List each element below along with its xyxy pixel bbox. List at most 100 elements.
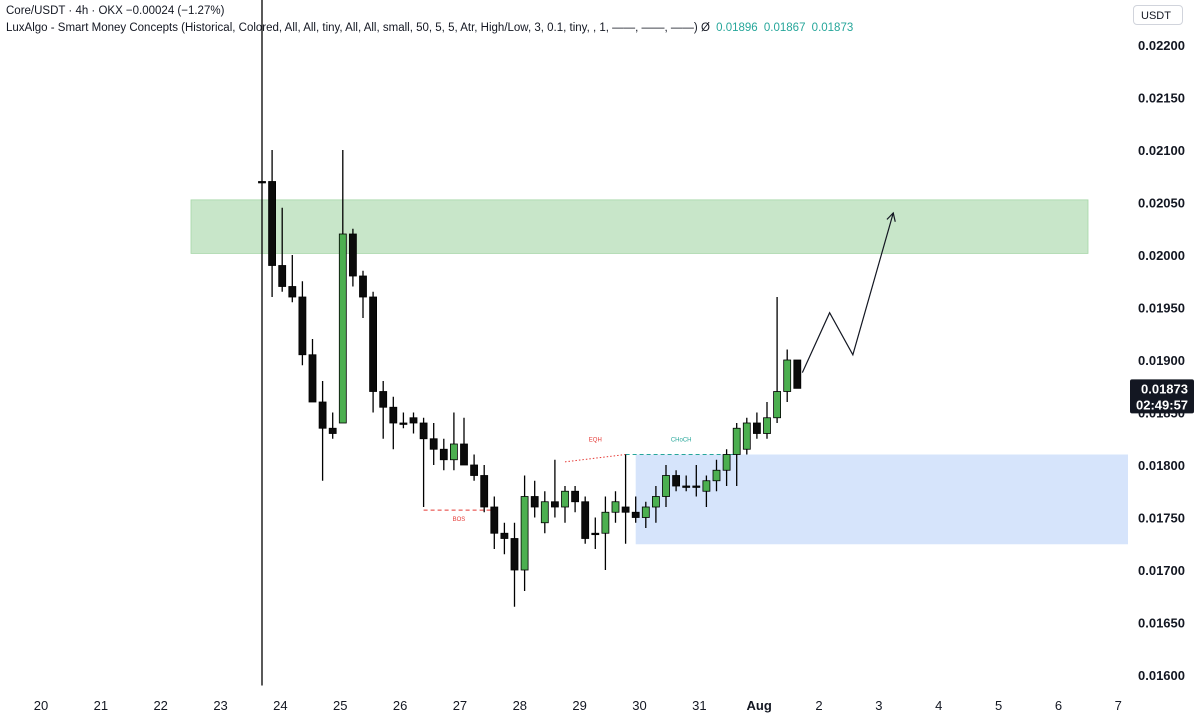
- price-tick-label: 0.01700: [1138, 563, 1185, 578]
- zones-layer: [190, 199, 1128, 545]
- time-tick-label: 26: [393, 698, 407, 713]
- candle-body-up: [601, 511, 610, 534]
- candle-body-up: [773, 391, 781, 419]
- candle: [530, 480, 539, 518]
- time-tick-label: 30: [632, 698, 646, 713]
- time-tick-label: 21: [94, 698, 108, 713]
- price-tick-label: 0.02150: [1138, 91, 1185, 106]
- candle-body-down: [470, 464, 479, 476]
- bar-countdown: 02:49:57: [1136, 397, 1188, 412]
- candle: [328, 412, 337, 439]
- candle: [389, 396, 398, 450]
- price-tick-label: 0.01950: [1138, 301, 1185, 316]
- time-tick-label: 7: [1115, 698, 1122, 713]
- price-tick-label: 0.02000: [1138, 248, 1185, 263]
- candle: [338, 150, 347, 424]
- candle: [540, 491, 549, 534]
- candle: [520, 475, 529, 591]
- candle-body-down: [480, 475, 489, 508]
- time-tick-label: Aug: [747, 698, 772, 713]
- candle: [621, 454, 630, 544]
- candle: [753, 412, 761, 439]
- candle-body-down: [399, 422, 408, 425]
- candle: [359, 270, 367, 318]
- candle: [480, 465, 489, 513]
- candle: [793, 359, 802, 389]
- candle-body-down: [672, 475, 680, 487]
- indicator-value-1: 0.01896: [716, 22, 758, 34]
- candle-body-up: [732, 427, 741, 455]
- price-tick-label: 0.02100: [1138, 143, 1185, 158]
- time-tick-label: 23: [213, 698, 227, 713]
- candle-body-down: [631, 511, 640, 518]
- candle-body-up: [712, 469, 721, 482]
- candle: [399, 412, 408, 429]
- candle: [379, 381, 388, 439]
- candle: [429, 423, 438, 465]
- time-tick-label: 20: [34, 698, 48, 713]
- candle-body-down: [439, 448, 448, 461]
- time-tick-label: 24: [273, 698, 287, 713]
- currency-button[interactable]: USDT: [1133, 5, 1183, 25]
- candle: [601, 496, 610, 570]
- candle: [318, 381, 327, 481]
- candle-body-down: [308, 354, 317, 403]
- candle: [258, 0, 266, 686]
- candle-body-up: [722, 454, 731, 471]
- eqh-line: [564, 454, 626, 463]
- time-tick-label: 4: [935, 698, 942, 713]
- candle: [348, 228, 357, 287]
- candle-body-up: [763, 417, 771, 434]
- candle: [369, 291, 378, 413]
- candle-body-down: [581, 501, 590, 539]
- candle: [702, 475, 711, 507]
- time-axis[interactable]: 20 21 22 23 24 25 26 27 28 29 30 31 Aug 2 3 4 5 6 7: [34, 698, 1122, 713]
- candle-body-down: [591, 532, 600, 536]
- time-tick-label: 31: [692, 698, 706, 713]
- candle-body-up: [641, 506, 650, 518]
- candle: [581, 496, 590, 544]
- price-tick-label: 0.01800: [1138, 458, 1185, 473]
- candle: [682, 475, 691, 492]
- candle-body-down: [318, 401, 327, 429]
- candle: [652, 486, 660, 523]
- candle: [298, 281, 307, 366]
- candle: [611, 491, 620, 523]
- candle-body-up: [742, 422, 751, 450]
- candle-body-down: [429, 438, 438, 450]
- price-axis[interactable]: 0.02200 0.02150 0.02100 0.02050 0.02000 0.019…: [1138, 38, 1185, 683]
- indicator-value-3: 0.01873: [811, 22, 854, 34]
- candle: [672, 470, 680, 492]
- candle-body-up: [611, 501, 620, 513]
- last-price-box: [1130, 379, 1194, 414]
- candle-body-down: [379, 391, 388, 408]
- projection-path: [801, 211, 896, 373]
- candle-body-down: [500, 532, 509, 539]
- candle: [641, 501, 650, 528]
- candle-body-down: [460, 443, 468, 466]
- indicator-legend[interactable]: LuxAlgo - Smart Money Concepts (Historic…: [6, 22, 853, 34]
- candle: [460, 417, 468, 466]
- time-tick-label: 5: [995, 698, 1002, 713]
- time-tick-label: 6: [1055, 698, 1062, 713]
- candle-body-up: [652, 496, 660, 508]
- candle-body-down: [298, 296, 307, 356]
- candle: [631, 496, 640, 523]
- candle: [712, 459, 721, 492]
- candle: [662, 465, 670, 507]
- candle-body-down: [359, 275, 367, 298]
- price-tick-label: 0.01600: [1138, 668, 1185, 683]
- time-tick-label: 28: [513, 698, 527, 713]
- candle: [561, 486, 569, 523]
- indicator-settings: LuxAlgo - Smart Money Concepts (Historic…: [6, 22, 710, 34]
- candle-body-down: [369, 296, 378, 392]
- candles-layer: [258, 0, 802, 686]
- symbol-legend[interactable]: Core/USDT · 4h · OKX −0.00024 (−1.27%): [6, 5, 224, 17]
- candle: [773, 297, 781, 423]
- candle-body-up: [783, 359, 792, 392]
- bos-label: BOS: [453, 517, 466, 523]
- candle: [783, 349, 792, 402]
- candle: [591, 517, 600, 549]
- candle: [732, 423, 741, 486]
